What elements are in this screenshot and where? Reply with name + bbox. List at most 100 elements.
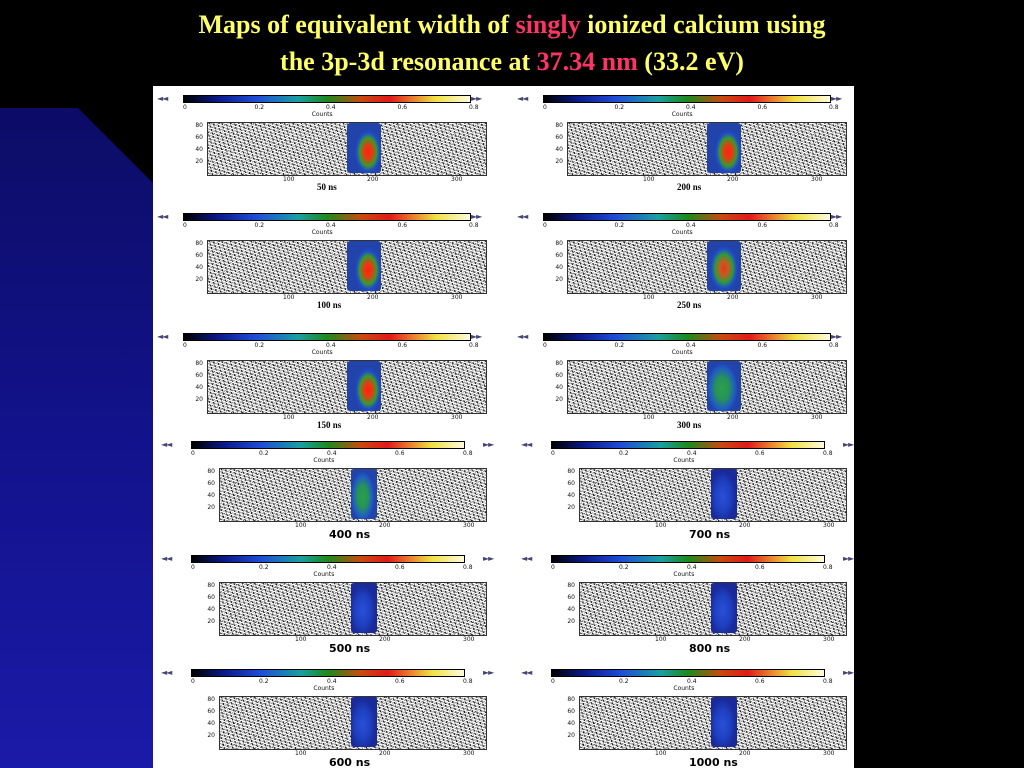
colorbar-scroll-left-icon[interactable]: ◄◄: [517, 212, 528, 221]
x-axis-tick-label: 100: [283, 176, 295, 183]
colorbar-scroll-right-icon[interactable]: ►►: [471, 212, 482, 221]
colorbar-tick-label: 0.2: [614, 222, 625, 229]
panel-time-label: 500 ns: [329, 642, 371, 655]
y-axis-tick-label: 40: [567, 606, 575, 613]
colorbar-counts-label: Counts: [671, 111, 693, 118]
colorbar-scroll-left-icon[interactable]: ◄◄: [157, 332, 168, 341]
panel-time-label: 1000 ns: [689, 756, 738, 768]
map-panel: ◄◄ ►► 0 0.2 0.4 0.6 0.8 Counts 80 60 40 20 100 200 300…: [513, 330, 853, 442]
colorbar-scroll-left-icon[interactable]: ◄◄: [161, 668, 172, 677]
colorbar-tick-label: 0.6: [757, 222, 768, 229]
colorbar-tick-label: 0.2: [614, 104, 625, 111]
colorbar: [191, 669, 465, 677]
map-panel: ◄◄ ►► 0 0.2 0.4 0.6 0.8 Counts 80 60 40 20 100 200 300…: [153, 552, 494, 664]
colorbar: [551, 441, 825, 449]
colorbar-scroll-right-icon[interactable]: ►►: [843, 440, 854, 449]
colorbar-counts-label: Counts: [313, 457, 335, 464]
y-axis-tick-label: 20: [555, 396, 563, 403]
y-axis-tick-label: 80: [195, 360, 203, 367]
colorbar-scroll-left-icon[interactable]: ◄◄: [157, 212, 168, 221]
colorbar-tick-label: 0: [191, 450, 195, 457]
colorbar-scroll-left-icon[interactable]: ◄◄: [521, 440, 532, 449]
x-axis-tick-label: 200: [739, 522, 751, 529]
y-axis-tick-label: 60: [567, 480, 575, 487]
y-axis-tick-label: 20: [195, 158, 203, 165]
colorbar-tick-label: 0.2: [254, 104, 265, 111]
slide-title: Maps of equivalent width of singly ioniz…: [0, 6, 1024, 80]
panel-time-label: 150 ns: [317, 420, 342, 430]
plasma-emission-region: [351, 469, 377, 519]
colorbar-scroll-right-icon[interactable]: ►►: [843, 554, 854, 563]
map-panel: ◄◄ ►► 0 0.2 0.4 0.6 0.8 Counts 80 60 40 20 100 200 300…: [153, 438, 494, 550]
colorbar-tick-label: 0.6: [755, 564, 765, 571]
x-axis-tick-label: 100: [283, 294, 295, 301]
y-axis-tick-label: 60: [207, 594, 215, 601]
colorbar-scroll-right-icon[interactable]: ►►: [483, 440, 494, 449]
colorbar-scroll-left-icon[interactable]: ◄◄: [157, 94, 168, 103]
colorbar-scroll-right-icon[interactable]: ►►: [831, 332, 842, 341]
figure-panel-grid: ◄◄ ►► 0 0.2 0.4 0.6 0.8 Counts 80 60 40 20 100 200 300…: [153, 86, 854, 768]
y-axis-tick-label: 80: [195, 122, 203, 129]
colorbar-scroll-right-icon[interactable]: ►►: [843, 668, 854, 677]
colorbar-scroll-left-icon[interactable]: ◄◄: [517, 332, 528, 341]
x-axis-tick-label: 100: [295, 522, 307, 529]
colorbar-scroll-left-icon[interactable]: ◄◄: [161, 440, 172, 449]
panel-time-label: 600 ns: [329, 756, 371, 768]
colorbar-scroll-left-icon[interactable]: ◄◄: [161, 554, 172, 563]
colorbar-scroll-left-icon[interactable]: ◄◄: [521, 668, 532, 677]
colorbar-tick-label: 0.8: [469, 104, 479, 111]
colorbar-scroll-left-icon[interactable]: ◄◄: [517, 94, 528, 103]
x-axis-tick-label: 200: [367, 414, 379, 421]
y-axis-tick-label: 80: [207, 468, 215, 475]
colorbar-tick-label: 0.6: [757, 342, 768, 349]
x-axis-tick-label: 300: [463, 636, 475, 643]
y-axis-tick-label: 40: [567, 720, 575, 727]
colorbar-scroll-right-icon[interactable]: ►►: [831, 94, 842, 103]
y-axis-tick-label: 80: [555, 122, 563, 129]
colorbar-tick-label: 0.4: [687, 450, 697, 457]
colorbar-scroll-left-icon[interactable]: ◄◄: [521, 554, 532, 563]
y-axis-tick-label: 40: [195, 384, 203, 391]
colorbar-tick-label: 0.4: [686, 222, 696, 229]
x-axis-tick-label: 200: [367, 294, 379, 301]
x-axis-tick-label: 100: [655, 522, 667, 529]
x-axis-tick-label: 100: [283, 414, 295, 421]
colorbar-scroll-right-icon[interactable]: ►►: [471, 94, 482, 103]
colorbar-tick-label: 0.4: [687, 564, 697, 571]
map-panel: ◄◄ ►► 0 0.2 0.4 0.6 0.8 Counts 80 60 40 20 100 200 300…: [513, 552, 854, 664]
colorbar-tick-label: 0.4: [686, 104, 696, 111]
map-panel: ◄◄ ►► 0 0.2 0.4 0.6 0.8 Counts 80 60 40 20 100 200 300…: [153, 92, 493, 204]
colorbar-tick-label: 0.8: [469, 342, 479, 349]
colorbar-scroll-right-icon[interactable]: ►►: [483, 668, 494, 677]
y-axis-tick-label: 80: [555, 360, 563, 367]
x-axis-tick-label: 300: [823, 522, 835, 529]
colorbar-tick-label: 0.4: [327, 564, 337, 571]
y-axis-tick-label: 40: [555, 264, 563, 271]
panel-time-label: 700 ns: [689, 528, 731, 541]
colorbar-scroll-right-icon[interactable]: ►►: [483, 554, 494, 563]
colorbar-tick-label: 0.8: [823, 678, 833, 685]
colorbar-tick-label: 0: [183, 104, 187, 111]
colorbar-tick-label: 0.6: [395, 450, 405, 457]
map-panel: ◄◄ ►► 0 0.2 0.4 0.6 0.8 Counts 80 60 40 20 100 200 300…: [153, 210, 493, 322]
y-axis-tick-label: 80: [555, 240, 563, 247]
colorbar-tick-label: 0.2: [259, 450, 269, 457]
colorbar-scroll-right-icon[interactable]: ►►: [471, 332, 482, 341]
colorbar-scroll-right-icon[interactable]: ►►: [831, 212, 842, 221]
colorbar-tick-label: 0: [551, 678, 555, 685]
colorbar-tick-label: 0.2: [619, 564, 629, 571]
y-axis-tick-label: 20: [207, 504, 215, 511]
colorbar-counts-label: Counts: [311, 349, 333, 356]
x-axis-tick-label: 100: [655, 636, 667, 643]
colorbar-tick-label: 0: [543, 104, 547, 111]
panel-time-label: 300 ns: [677, 420, 702, 430]
x-axis-tick-label: 300: [823, 636, 835, 643]
plasma-emission-region: [351, 583, 377, 633]
y-axis-tick-label: 40: [207, 606, 215, 613]
colorbar-tick-label: 0: [183, 342, 187, 349]
x-axis-tick-label: 300: [463, 750, 475, 757]
x-axis-tick-label: 300: [451, 294, 463, 301]
colorbar: [183, 95, 471, 103]
x-axis-tick-label: 200: [739, 636, 751, 643]
map-panel: ◄◄ ►► 0 0.2 0.4 0.6 0.8 Counts 80 60 40 20 100 200 300…: [153, 666, 494, 768]
